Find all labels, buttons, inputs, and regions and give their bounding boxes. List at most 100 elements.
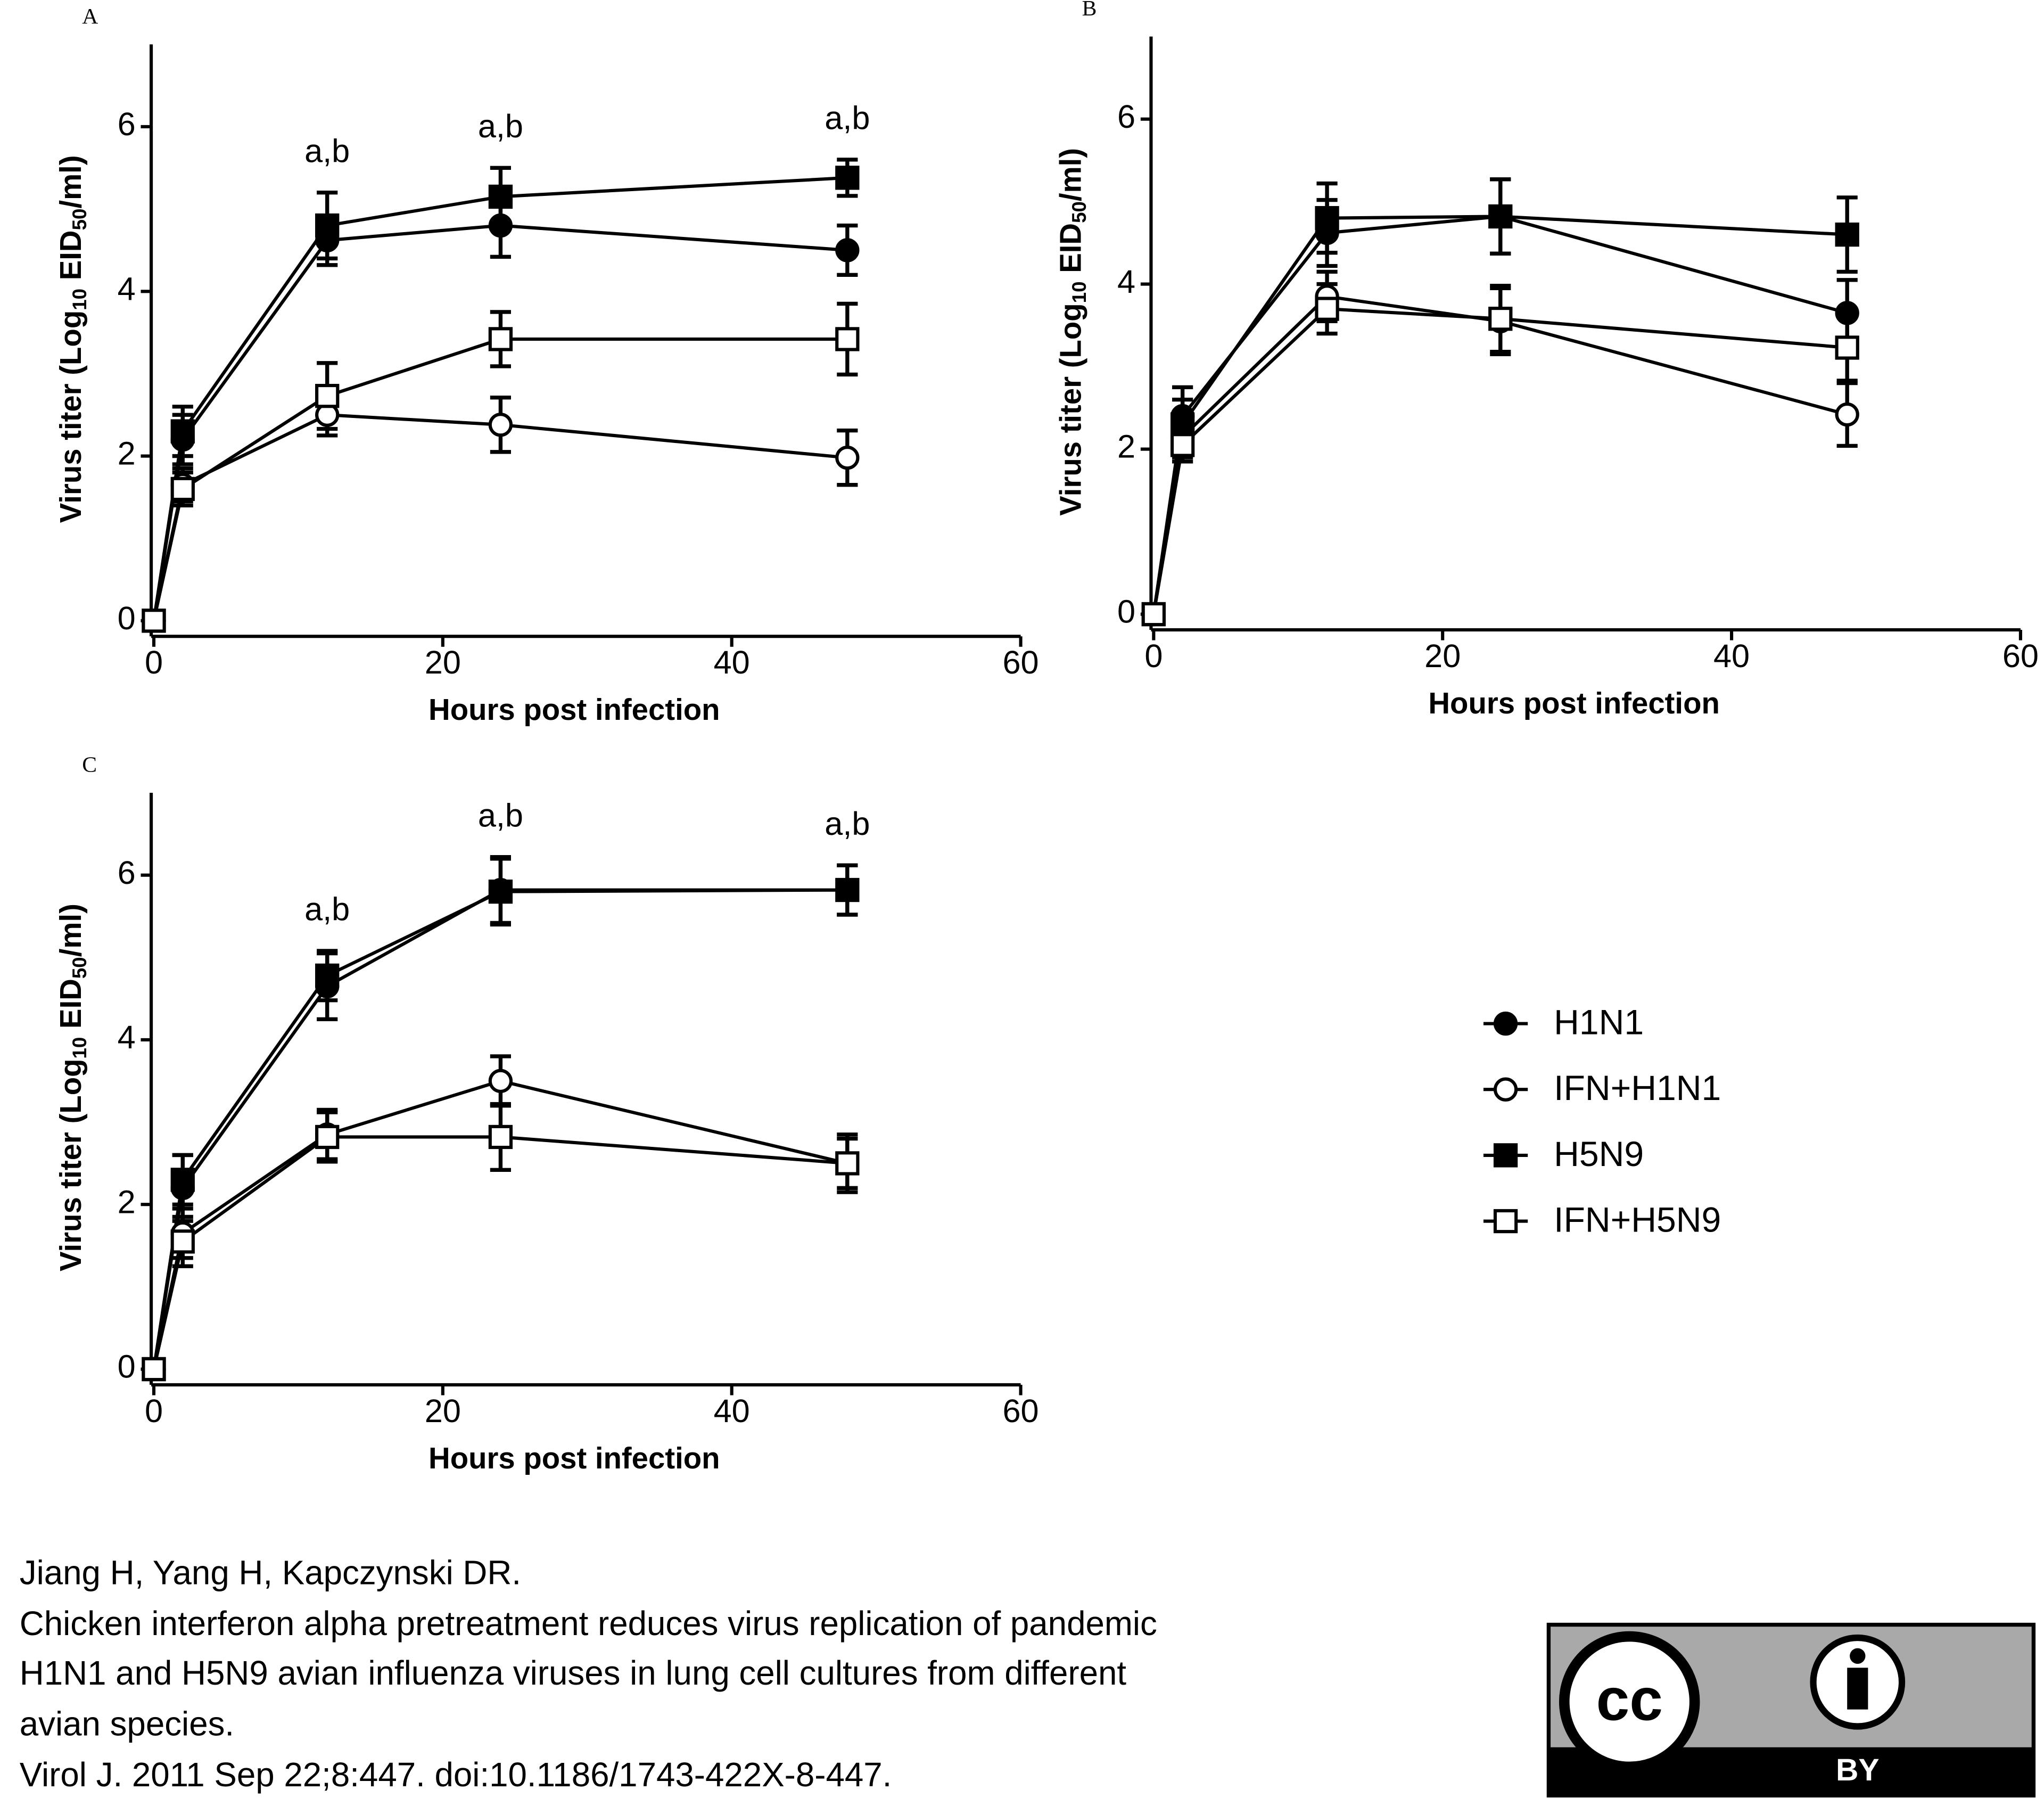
y-tick-label: 2 (118, 436, 136, 472)
y-tick-label: 6 (1117, 98, 1135, 135)
marker (1170, 433, 1195, 457)
marker (315, 1124, 340, 1150)
marker (315, 383, 340, 408)
marker (1170, 412, 1195, 437)
marker (315, 963, 340, 988)
y-tick-label: 4 (118, 270, 136, 307)
y-axis-title-part: 10 (69, 289, 90, 310)
x-tick-label: 60 (2002, 638, 2039, 674)
legend-marker (1493, 1011, 1518, 1036)
citation-line: Chicken interferon alpha pretreatment re… (20, 1605, 1157, 1643)
marker (488, 213, 513, 238)
marker (835, 238, 860, 262)
y-tick-label: 2 (1117, 429, 1135, 465)
y-axis-title: Virus titer (Log10 EID50/ml) (54, 155, 90, 523)
citation-line: Virol J. 2011 Sep 22;8:447. doi:10.1186/… (20, 1756, 892, 1794)
annotation: a,b (478, 797, 523, 833)
marker (1835, 335, 1859, 360)
y-axis-title-part: 10 (1068, 281, 1090, 303)
citation-line: Jiang H, Yang H, Kapczynski DR. (20, 1554, 521, 1591)
license-badge: cc BY (1546, 1622, 2036, 1797)
x-axis-title: Hours post infection (428, 1441, 720, 1475)
y-axis-title-part: /ml) (1053, 148, 1087, 201)
y-tick-label: 0 (1117, 594, 1135, 630)
annotation: a,b (478, 108, 523, 144)
legend-label: H5N9 (1554, 1135, 1644, 1174)
marker (488, 413, 513, 437)
legend-label: H1N1 (1554, 1003, 1644, 1042)
legend-marker (1493, 1077, 1518, 1102)
x-tick-label: 60 (1002, 1393, 1039, 1429)
series-line (1152, 215, 1848, 614)
marker (1835, 402, 1859, 427)
marker (835, 445, 860, 470)
marker (835, 327, 860, 351)
y-axis-title-part: Virus titer (Log (54, 310, 87, 523)
y-axis-title-part: /ml) (54, 904, 87, 957)
y-axis-title-part: EID (54, 979, 87, 1037)
marker (315, 213, 340, 238)
marker (1315, 297, 1339, 321)
legend-marker (1493, 1209, 1518, 1234)
y-tick-label: 0 (118, 1349, 136, 1385)
y-axis-title-part: 50 (1068, 201, 1090, 223)
annotation: a,b (304, 133, 350, 169)
y-tick-label: 4 (118, 1019, 136, 1055)
marker (1315, 206, 1339, 231)
panel-label: C (82, 753, 97, 777)
marker (835, 1151, 860, 1176)
marker (1835, 301, 1859, 325)
x-tick-label: 20 (1424, 638, 1461, 674)
x-tick-label: 20 (425, 1393, 461, 1429)
marker (488, 1124, 513, 1150)
by-text: BY (1836, 1753, 1880, 1787)
y-tick-label: 6 (118, 855, 136, 891)
y-axis-title-part: 50 (69, 209, 90, 231)
marker (835, 166, 860, 190)
marker (142, 609, 166, 633)
marker (1835, 222, 1859, 247)
y-axis-title: Virus titer (Log10 EID50/ml) (54, 904, 90, 1271)
marker (835, 877, 860, 902)
y-tick-label: 4 (1117, 264, 1135, 300)
marker (488, 184, 513, 209)
y-axis-title-part: EID (1053, 223, 1087, 282)
panel-label: B (1082, 0, 1097, 21)
y-axis-title-part: 10 (69, 1037, 90, 1059)
x-axis-title: Hours post infection (1428, 686, 1719, 720)
y-axis-title-part: Virus titer (Log (54, 1058, 87, 1271)
y-axis-title-part: EID (54, 230, 87, 289)
marker (170, 419, 195, 444)
x-tick-label: 0 (1144, 638, 1163, 674)
x-axis-title: Hours post infection (428, 693, 720, 726)
y-tick-label: 6 (118, 106, 136, 142)
x-tick-label: 40 (714, 644, 750, 680)
cc-text: cc (1596, 1666, 1663, 1733)
marker (488, 1069, 513, 1093)
legend-label: IFN+H5N9 (1554, 1200, 1721, 1239)
panel-label: A (82, 4, 98, 29)
y-axis-title-part: Virus titer (Log (1053, 303, 1087, 515)
marker (170, 477, 195, 502)
x-tick-label: 60 (1002, 644, 1039, 680)
x-tick-label: 40 (1713, 638, 1750, 674)
marker (170, 1229, 195, 1254)
x-tick-label: 20 (425, 644, 461, 680)
citation-line: H1N1 and H5N9 avian influenza viruses in… (20, 1654, 1127, 1692)
x-tick-label: 0 (145, 644, 163, 680)
marker (1488, 307, 1513, 331)
marker (170, 1168, 195, 1192)
series-line (152, 337, 847, 621)
marker (142, 1357, 166, 1382)
marker (1141, 602, 1166, 627)
x-tick-label: 40 (714, 1393, 750, 1429)
cc-circle (1559, 1631, 1700, 1772)
marker (488, 327, 513, 351)
marker (1488, 204, 1513, 229)
annotation: a,b (825, 806, 870, 842)
y-axis-title-part: /ml) (54, 155, 87, 208)
legend-label: IFN+H1N1 (1554, 1069, 1721, 1108)
legend-marker (1493, 1143, 1518, 1168)
